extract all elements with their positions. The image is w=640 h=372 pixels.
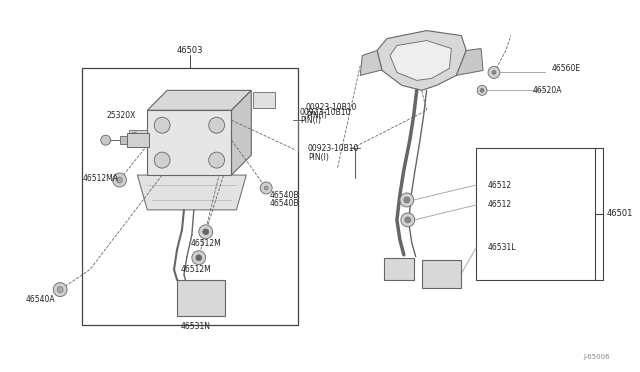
Circle shape — [203, 229, 209, 235]
Circle shape — [400, 193, 413, 207]
Text: 46540B: 46540B — [270, 199, 300, 208]
Text: 00923-10B10: 00923-10B10 — [300, 108, 351, 117]
Circle shape — [401, 213, 415, 227]
Text: 46512M: 46512M — [180, 265, 211, 274]
Polygon shape — [232, 90, 252, 175]
Text: 00923-10B10: 00923-10B10 — [306, 103, 357, 112]
Bar — [120, 136, 127, 144]
Text: PIN(I): PIN(I) — [306, 111, 326, 120]
Circle shape — [405, 217, 411, 223]
Bar — [129, 130, 147, 142]
Circle shape — [260, 182, 272, 194]
Bar — [82, 68, 298, 326]
Bar — [253, 92, 275, 108]
Circle shape — [264, 186, 268, 190]
Circle shape — [404, 197, 410, 203]
Text: 46531N: 46531N — [181, 322, 211, 331]
Circle shape — [116, 177, 122, 183]
Text: 46501: 46501 — [607, 209, 633, 218]
Circle shape — [100, 135, 111, 145]
Circle shape — [492, 70, 496, 74]
Text: 46512MA: 46512MA — [83, 173, 119, 183]
Circle shape — [57, 286, 63, 293]
Text: 46540B: 46540B — [270, 192, 300, 201]
Text: 46560E: 46560E — [552, 64, 580, 73]
Polygon shape — [377, 31, 467, 90]
Text: 46520A: 46520A — [532, 86, 562, 95]
Text: 46531L: 46531L — [488, 243, 516, 252]
Circle shape — [477, 86, 487, 95]
Text: J-65006: J-65006 — [583, 355, 610, 360]
Text: 46503: 46503 — [177, 46, 203, 55]
Circle shape — [53, 283, 67, 296]
Bar — [127, 133, 149, 147]
Circle shape — [480, 89, 484, 92]
Bar — [384, 258, 413, 280]
Text: 00923-10B10: 00923-10B10 — [308, 144, 359, 153]
Polygon shape — [390, 41, 451, 80]
Text: 25320X: 25320X — [107, 111, 136, 120]
Circle shape — [154, 117, 170, 133]
Polygon shape — [456, 48, 483, 76]
Circle shape — [131, 132, 138, 140]
Circle shape — [154, 152, 170, 168]
Polygon shape — [138, 175, 246, 210]
Text: 46512: 46512 — [488, 201, 512, 209]
Circle shape — [209, 152, 225, 168]
Text: PIN(I): PIN(I) — [300, 116, 321, 125]
Circle shape — [196, 255, 202, 261]
Bar — [476, 148, 595, 280]
Polygon shape — [147, 90, 252, 110]
Bar — [147, 110, 232, 175]
Text: 46540A: 46540A — [26, 295, 55, 304]
Circle shape — [192, 251, 205, 265]
Circle shape — [488, 67, 500, 78]
Bar — [422, 260, 461, 288]
Polygon shape — [360, 51, 382, 76]
Circle shape — [113, 173, 127, 187]
Circle shape — [199, 225, 212, 239]
Text: 46512: 46512 — [488, 180, 512, 189]
Text: 46512M: 46512M — [190, 239, 221, 248]
Text: PIN(I): PIN(I) — [308, 153, 328, 161]
Bar — [177, 280, 225, 315]
Circle shape — [209, 117, 225, 133]
